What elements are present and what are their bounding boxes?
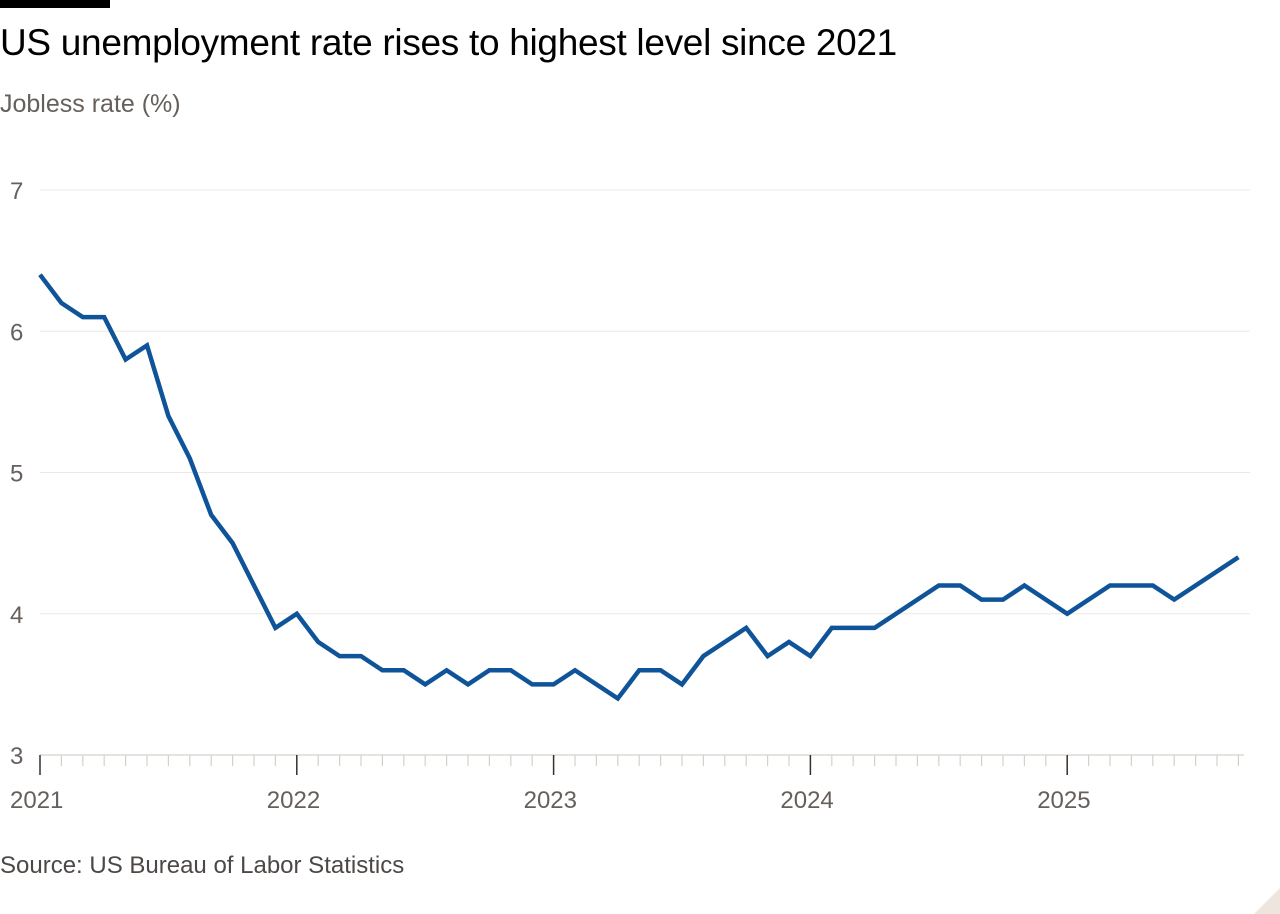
y-tick-label-3: 3 (10, 743, 23, 770)
x-tick-label-2023: 2023 (524, 787, 577, 814)
chart-title: US unemployment rate rises to highest le… (0, 22, 897, 63)
series-line-0 (38, 273, 1240, 702)
gridlines (40, 189, 1250, 615)
chart-subtitle: Jobless rate (%) (0, 90, 181, 118)
x-tick-label-2025: 2025 (1037, 787, 1090, 814)
brand-bar (0, 0, 110, 8)
line-chart: 3 4 5 6 7 2021 2022 2023 2024 2025 (10, 178, 1250, 814)
corner-fold (1254, 888, 1280, 914)
source-note: Source: US Bureau of Labor Statistics (0, 852, 405, 879)
y-axis: 3 4 5 6 7 (10, 178, 23, 770)
x-tick-label-2021: 2021 (10, 787, 63, 814)
x-axis: 2021 2022 2023 2024 2025 (10, 754, 1244, 814)
y-tick-label-5: 5 (10, 461, 23, 488)
x-tick-label-2024: 2024 (780, 787, 833, 814)
y-tick-label-7: 7 (10, 178, 23, 205)
x-tick-label-2022: 2022 (267, 787, 320, 814)
y-tick-label-6: 6 (10, 319, 23, 346)
y-tick-label-4: 4 (10, 602, 23, 629)
series-group (38, 273, 1240, 702)
